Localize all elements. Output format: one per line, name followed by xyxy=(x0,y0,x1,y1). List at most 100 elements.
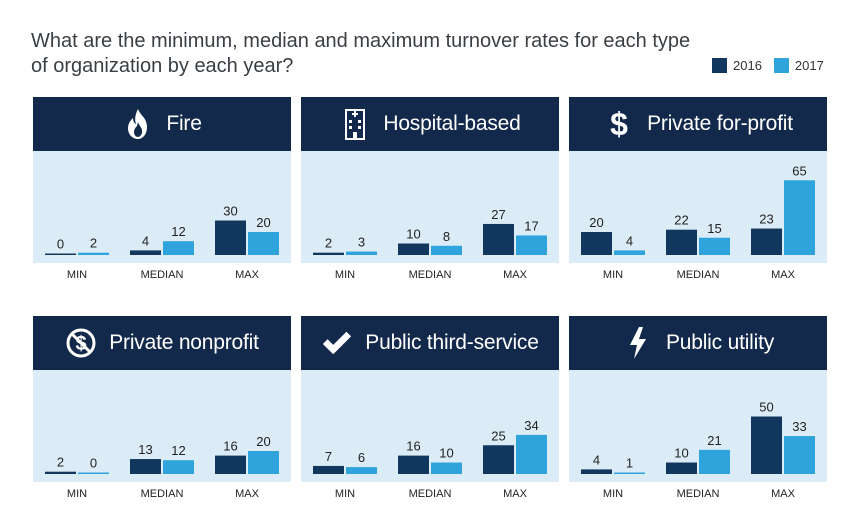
legend-item-2016: 2016 xyxy=(712,58,762,73)
panel-hospital-based: Hospital-based 2 3 MIN 10 8 MEDIAN 27 17 MAX xyxy=(301,97,559,291)
checkmark-icon xyxy=(321,327,353,359)
data-label-median-2017: 8 xyxy=(443,229,450,244)
category-label-max: MAX xyxy=(503,488,528,500)
bar-max-2016 xyxy=(483,445,514,474)
bar-median-2016 xyxy=(130,459,161,474)
data-label-max-2017: 20 xyxy=(256,434,270,449)
data-label-median-2017: 21 xyxy=(707,433,721,448)
svg-text:$: $ xyxy=(610,107,628,141)
panel-header: Fire xyxy=(33,97,291,151)
category-label-median: MEDIAN xyxy=(141,488,184,500)
no-dollar-icon: $ xyxy=(65,327,97,359)
data-label-max-2017: 20 xyxy=(256,215,270,230)
bar-max-2017 xyxy=(248,451,279,474)
bar-max-2017 xyxy=(784,436,815,474)
data-label-max-2017: 34 xyxy=(524,418,538,433)
panel-header: Public third-service xyxy=(301,316,559,370)
data-label-min-2017: 1 xyxy=(626,456,633,471)
bar-max-2017 xyxy=(784,180,815,255)
category-label-min: MIN xyxy=(603,269,623,281)
bar-min-2016 xyxy=(581,232,612,255)
panel-header: Public utility xyxy=(569,316,827,370)
data-label-max-2016: 50 xyxy=(759,400,773,415)
panel-private-nonprofit: $ Private nonprofit 20MIN1312MEDIAN1620M… xyxy=(33,316,291,510)
panel-title: Hospital-based xyxy=(383,112,521,135)
category-label-min: MIN xyxy=(335,269,355,281)
data-label-min-2016: 0 xyxy=(57,237,64,252)
panel-header: $ Private for-profit xyxy=(569,97,827,151)
bar-median-2017 xyxy=(163,460,194,474)
bar-max-2017 xyxy=(248,232,279,255)
data-label-min-2017: 4 xyxy=(626,233,633,248)
data-label-min-2017: 0 xyxy=(90,456,97,471)
legend: 2016 2017 xyxy=(712,58,836,73)
bar-min-2016 xyxy=(45,471,76,474)
bar-min-2016 xyxy=(313,252,344,255)
category-label-median: MEDIAN xyxy=(677,488,720,500)
fire-icon xyxy=(122,108,154,140)
bar-median-2017 xyxy=(163,241,194,255)
dollar-sign-icon: $ xyxy=(603,107,635,141)
panel-title: Fire xyxy=(166,112,202,135)
category-label-min: MIN xyxy=(67,269,87,281)
bar-plot: 4 1 MIN 10 21 MEDIAN 50 33 MAX xyxy=(569,370,827,500)
legend-swatch-2017 xyxy=(773,58,789,73)
lightning-bolt-icon xyxy=(622,327,654,359)
data-label-max-2016: 27 xyxy=(491,207,505,222)
bar-max-2016 xyxy=(215,455,246,474)
data-label-max-2016: 23 xyxy=(759,212,773,227)
category-label-min: MIN xyxy=(67,488,87,500)
panel-title: Private for-profit xyxy=(647,112,793,135)
data-label-min-2016: 20 xyxy=(589,215,603,230)
category-label-min: MIN xyxy=(335,488,355,500)
data-label-max-2017: 17 xyxy=(524,218,538,233)
data-label-median-2016: 10 xyxy=(674,446,688,461)
data-label-min-2016: 2 xyxy=(325,236,332,251)
bar-max-2016 xyxy=(751,228,782,255)
bar-median-2017 xyxy=(431,245,462,255)
data-label-min-2016: 4 xyxy=(593,452,600,467)
category-label-median: MEDIAN xyxy=(141,269,184,281)
bar-min-2017 xyxy=(614,472,645,474)
legend-label-2017: 2017 xyxy=(794,58,824,73)
bar-max-2017 xyxy=(516,434,547,474)
category-label-median: MEDIAN xyxy=(409,488,452,500)
bar-max-2016 xyxy=(483,223,514,255)
data-label-max-2016: 25 xyxy=(491,428,505,443)
category-label-min: MIN xyxy=(603,488,623,500)
bar-plot: 2 3 MIN 10 8 MEDIAN 27 17 MAX xyxy=(301,151,559,281)
legend-swatch-2016 xyxy=(712,58,727,73)
data-label-max-2017: 33 xyxy=(792,419,806,434)
data-label-min-2017: 3 xyxy=(358,235,365,250)
hospital-building-icon xyxy=(339,108,371,140)
data-label-min-2016: 2 xyxy=(57,455,64,470)
bar-plot: 0 2 MIN 4 12 MEDIAN 30 20 MAX xyxy=(33,151,291,281)
bar-median-2016 xyxy=(398,243,429,255)
panel-title: Public third-service xyxy=(365,331,539,354)
data-label-median-2016: 10 xyxy=(406,227,420,242)
bar-plot: 7 6 MIN 16 10 MEDIAN 25 34 MAX xyxy=(301,370,559,500)
category-label-max: MAX xyxy=(771,488,796,500)
panel-public-third-service: Public third-service 7 6 MIN 16 10 MEDIAN 25 34… xyxy=(301,316,559,510)
data-label-min-2017: 6 xyxy=(358,450,365,465)
bar-min-2017 xyxy=(346,467,377,474)
bar-median-2016 xyxy=(666,462,697,474)
bar-min-2017 xyxy=(78,252,109,255)
panel-header: Hospital-based xyxy=(301,97,559,151)
bar-min-2016 xyxy=(45,253,76,255)
data-label-max-2016: 30 xyxy=(223,204,237,219)
bar-median-2016 xyxy=(130,250,161,255)
panel-title: Public utility xyxy=(665,331,775,354)
data-label-max-2017: 65 xyxy=(792,163,806,178)
category-label-max: MAX xyxy=(235,488,260,500)
category-label-median: MEDIAN xyxy=(409,269,452,281)
bar-min-2017 xyxy=(346,251,377,255)
data-label-median-2017: 10 xyxy=(439,446,453,461)
bar-min-2017 xyxy=(78,472,109,474)
category-label-median: MEDIAN xyxy=(677,269,720,281)
category-label-max: MAX xyxy=(771,269,796,281)
bar-max-2017 xyxy=(516,235,547,255)
panel-private-for-profit: $ Private for-profit 20 4 MIN 22 15 MEDIAN 23 6… xyxy=(569,97,827,291)
bar-median-2016 xyxy=(666,229,697,255)
bar-min-2017 xyxy=(614,250,645,255)
